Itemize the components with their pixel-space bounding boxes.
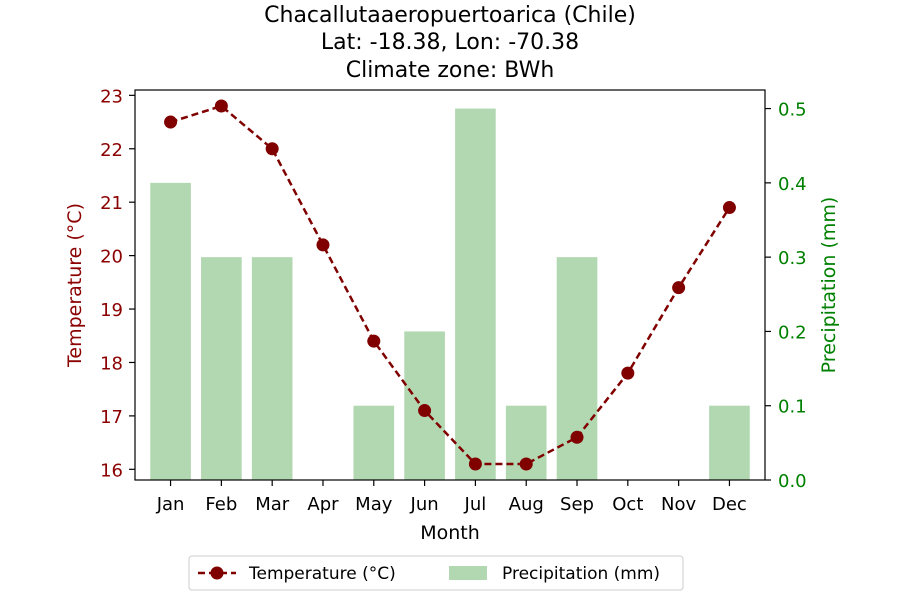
month-tick-label: Aug	[509, 494, 544, 515]
month-tick-label: Sep	[560, 494, 594, 515]
precipitation-bar-mar	[251, 257, 293, 480]
temperature-tick-label: 21	[100, 193, 123, 214]
temperature-axis: 16 17 18 19 20 21 22 23	[100, 86, 135, 481]
precipitation-bar-dec	[709, 405, 750, 480]
month-axis: Jan Feb Mar Apr May Jun Jul Aug Sep Oct Nov Dec	[156, 480, 747, 515]
month-tick-label: Jan	[156, 494, 185, 515]
temperature-point-jun	[418, 404, 432, 418]
chart-title-line-1: Chacallutaaeropuertoarica (Chile)	[264, 3, 636, 28]
month-tick-label: Mar	[255, 494, 290, 515]
precipitation-tick-label: 0.4	[778, 174, 807, 195]
precipitation-bar-feb	[201, 257, 242, 480]
temperature-line	[164, 99, 736, 471]
temperature-point-nov	[672, 281, 686, 295]
legend-precipitation-swatch	[449, 566, 487, 580]
temperature-point-feb	[214, 99, 228, 113]
precipitation-tick-label: 0.2	[778, 322, 807, 343]
temperature-point-aug	[519, 457, 533, 471]
legend-temperature-marker	[210, 566, 224, 580]
month-tick-label: Dec	[712, 494, 747, 515]
temperature-tick-label: 19	[100, 300, 123, 321]
plot-frame	[134, 89, 766, 481]
temperature-tick-label: 20	[100, 247, 123, 268]
temperature-tick-label: 17	[100, 407, 123, 428]
legend-box	[188, 555, 684, 591]
precipitation-tick-label: 0.5	[778, 100, 807, 121]
temperature-point-apr	[316, 238, 330, 252]
month-tick-label: Apr	[307, 494, 339, 515]
month-tick-label: Nov	[661, 494, 696, 515]
right-axis-label: Precipitation (mm)	[818, 197, 840, 374]
temperature-point-sep	[570, 430, 584, 444]
precipitation-tick-label: 0.0	[778, 471, 807, 492]
temperature-tick-label: 22	[100, 140, 123, 161]
precipitation-bar-jan	[150, 182, 191, 480]
precipitation-tick-label: 0.1	[778, 397, 807, 418]
chart-title-line-3: Climate zone: BWh	[346, 58, 555, 83]
temperature-tick-label: 16	[100, 460, 123, 481]
x-axis-label: Month	[420, 522, 480, 544]
left-axis-label: Temperature (°C)	[64, 203, 86, 368]
temperature-point-dec	[722, 201, 736, 215]
month-tick-label: Oct	[612, 494, 643, 515]
temperature-tick-label: 18	[100, 353, 123, 374]
precipitation-bar-jul	[455, 108, 496, 481]
precipitation-axis: 0.0 0.1 0.2 0.3 0.4 0.5	[765, 100, 807, 492]
precipitation-tick-label: 0.3	[778, 248, 807, 269]
precipitation-bar-may	[353, 405, 395, 480]
month-tick-label: May	[355, 494, 393, 515]
legend-precipitation-label: Precipitation (mm)	[502, 564, 660, 584]
chart-title-line-2: Lat: -18.38, Lon: -70.38	[321, 30, 579, 55]
temperature-point-mar	[265, 142, 279, 156]
month-tick-label: Jul	[464, 494, 487, 515]
month-tick-label: Jun	[410, 494, 439, 515]
temperature-point-may	[367, 334, 381, 348]
temperature-point-oct	[621, 366, 635, 380]
temperature-point-jan	[164, 115, 178, 129]
legend-temperature-label: Temperature (°C)	[248, 564, 396, 584]
month-tick-label: Feb	[205, 494, 237, 515]
precipitation-bar-sep	[556, 257, 598, 480]
legend: Temperature (°C) Precipitation (mm)	[188, 555, 684, 591]
temperature-tick-label: 23	[100, 86, 123, 107]
precipitation-bars	[150, 108, 750, 481]
temperature-point-jul	[468, 457, 482, 471]
